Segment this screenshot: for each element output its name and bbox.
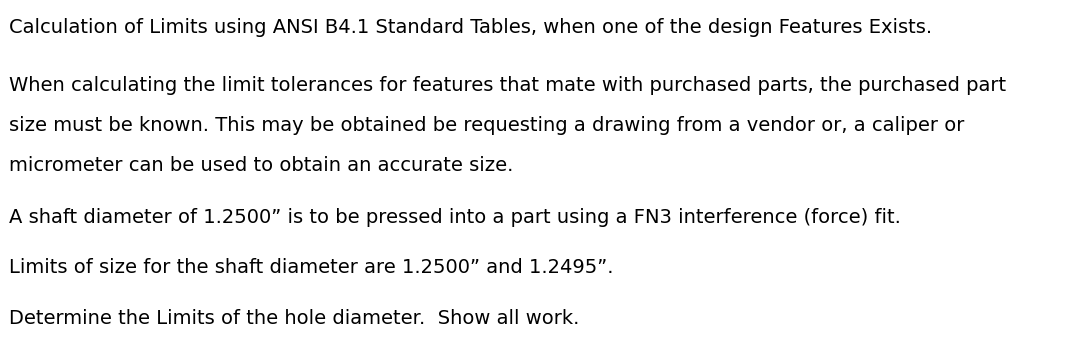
Text: Calculation of Limits using ANSI B4.1 Standard Tables, when one of the design Fe: Calculation of Limits using ANSI B4.1 St… xyxy=(9,18,932,37)
Text: size must be known. This may be obtained be requesting a drawing from a vendor o: size must be known. This may be obtained… xyxy=(9,116,964,135)
Text: micrometer can be used to obtain an accurate size.: micrometer can be used to obtain an accu… xyxy=(9,156,513,175)
Text: A shaft diameter of 1.2500” is to be pressed into a part using a FN3 interferenc: A shaft diameter of 1.2500” is to be pre… xyxy=(9,208,901,227)
Text: Limits of size for the shaft diameter are 1.2500” and 1.2495”.: Limits of size for the shaft diameter ar… xyxy=(9,259,613,277)
Text: When calculating the limit tolerances for features that mate with purchased part: When calculating the limit tolerances fo… xyxy=(9,76,1005,95)
Text: Determine the Limits of the hole diameter.  Show all work.: Determine the Limits of the hole diamete… xyxy=(9,309,579,328)
